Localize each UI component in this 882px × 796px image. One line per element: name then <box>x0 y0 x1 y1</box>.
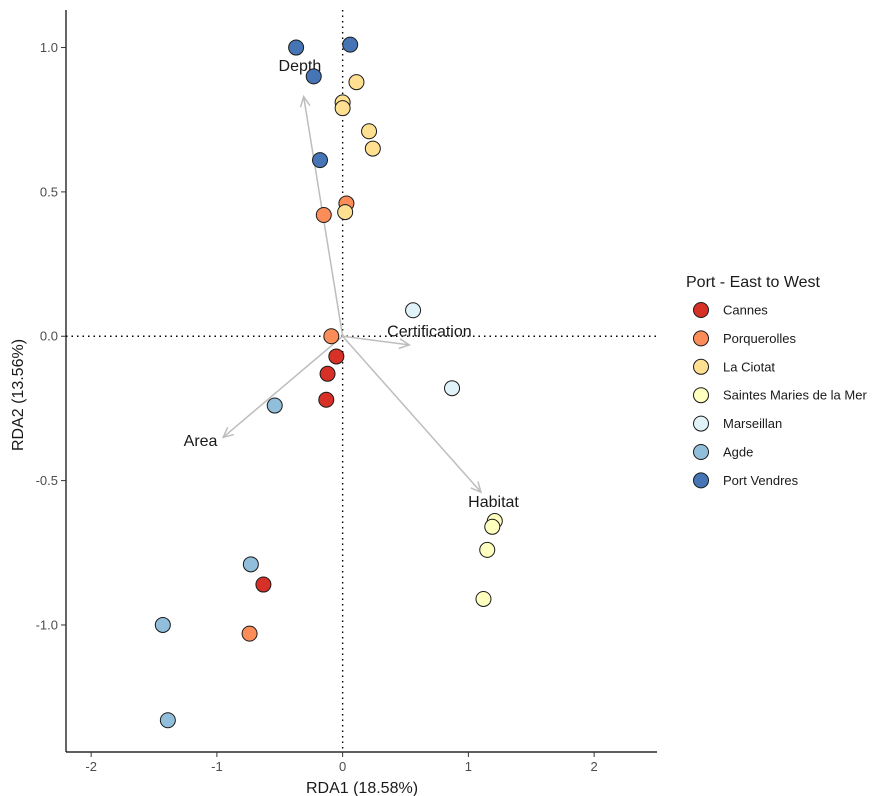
legend-label: Cannes <box>723 303 768 318</box>
data-point <box>334 100 351 117</box>
y-tick-label: 0.5 <box>40 184 58 199</box>
legend-key <box>693 444 709 460</box>
data-point <box>323 328 340 345</box>
data-point <box>342 36 359 53</box>
data-point <box>242 556 259 573</box>
vector-area-arrowhead <box>221 426 235 439</box>
data-points <box>154 36 503 729</box>
data-point <box>318 391 335 408</box>
data-point <box>241 625 258 642</box>
vector-area-arrow <box>222 335 344 438</box>
data-point <box>348 74 365 91</box>
data-point <box>266 397 283 414</box>
vector-certification-arrow <box>342 335 410 346</box>
data-point <box>484 518 501 535</box>
data-point <box>288 39 305 56</box>
data-point <box>255 576 272 593</box>
legend-title: Port - East to West <box>686 274 821 291</box>
data-point <box>159 712 176 729</box>
legend-label: Marseillan <box>723 416 782 431</box>
legend-key <box>693 358 709 375</box>
y-axis-title: RDA2 (13.56%) <box>10 339 27 451</box>
data-point <box>364 140 381 157</box>
x-tick-label: 1 <box>465 759 472 774</box>
legend-key <box>693 472 709 489</box>
vector-habitat-arrow <box>342 335 482 493</box>
legend-key <box>693 415 709 432</box>
vector-habitat-label: Habitat <box>468 494 519 511</box>
data-point <box>444 380 461 397</box>
axes: -2 -1 0 1 2 1.0 0.5 0.0 -0.5 -1.0 <box>36 10 657 774</box>
y-tick-label: 1.0 <box>40 40 58 55</box>
y-tick-label: -0.5 <box>36 473 58 488</box>
data-point <box>315 206 332 223</box>
x-tick-label: -1 <box>211 759 223 774</box>
data-point <box>475 590 492 607</box>
vector-depth-arrowhead <box>299 94 311 108</box>
data-point <box>479 541 496 558</box>
data-point <box>305 68 322 85</box>
data-point <box>328 348 345 365</box>
y-tick-label: 0.0 <box>40 329 58 344</box>
reference-lines <box>66 10 657 752</box>
legend-key <box>693 302 709 318</box>
legend-label: Porquerolles <box>723 331 796 346</box>
data-point <box>405 302 422 319</box>
legend-key <box>693 387 709 404</box>
data-point <box>319 365 336 382</box>
x-tick-label: 0 <box>339 759 346 774</box>
legend-key <box>693 330 709 347</box>
x-tick-label: -2 <box>85 759 97 774</box>
legend-label: Port Vendres <box>723 473 799 488</box>
legend-label: Agde <box>723 445 753 460</box>
vector-habitat-arrowhead <box>470 481 483 494</box>
data-point <box>154 616 171 633</box>
data-point <box>312 152 329 169</box>
vector-area-label: Area <box>184 433 218 450</box>
legend-label: Saintes Maries de la Mer <box>723 388 867 403</box>
vector-certification-label: Certification <box>387 323 471 340</box>
vector-certification-arrowhead <box>398 338 411 350</box>
y-tick-label: -1.0 <box>36 617 58 632</box>
data-point <box>361 123 378 140</box>
legend-label: La Ciotat <box>723 359 775 374</box>
x-tick-label: 2 <box>591 759 598 774</box>
data-point <box>337 204 354 221</box>
x-axis-title: RDA1 (18.58%) <box>306 780 418 796</box>
legend: Port - East to West Cannes Porquerolles La … <box>686 274 867 489</box>
